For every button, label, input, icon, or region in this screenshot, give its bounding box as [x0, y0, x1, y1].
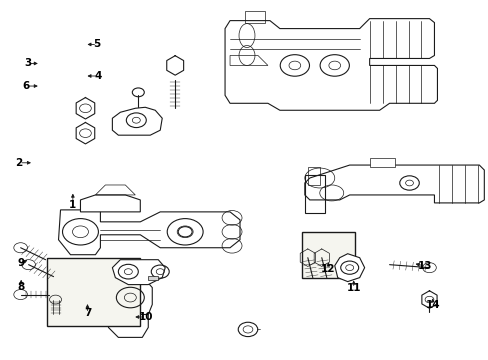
- Polygon shape: [59, 210, 240, 255]
- Text: 6: 6: [22, 81, 30, 91]
- Bar: [302, 231, 354, 278]
- Polygon shape: [304, 165, 483, 203]
- Text: 9: 9: [18, 258, 25, 268]
- Polygon shape: [148, 276, 158, 280]
- Polygon shape: [369, 158, 394, 167]
- Bar: [47, 258, 140, 326]
- Text: 12: 12: [321, 264, 335, 274]
- Text: 8: 8: [18, 282, 25, 292]
- Text: 10: 10: [139, 312, 153, 322]
- Text: 11: 11: [346, 283, 360, 293]
- Bar: [307, 167, 319, 185]
- Polygon shape: [112, 260, 165, 285]
- Polygon shape: [108, 315, 148, 337]
- Text: 13: 13: [417, 261, 431, 271]
- Polygon shape: [224, 19, 437, 110]
- Polygon shape: [81, 195, 140, 212]
- Text: 2: 2: [16, 158, 23, 168]
- Polygon shape: [229, 55, 267, 66]
- Text: 3: 3: [24, 58, 31, 68]
- Text: 4: 4: [94, 71, 102, 81]
- Text: 14: 14: [425, 300, 439, 310]
- Text: 1: 1: [69, 200, 76, 210]
- Text: 5: 5: [93, 40, 101, 49]
- Polygon shape: [108, 275, 152, 319]
- Polygon shape: [334, 254, 364, 282]
- Polygon shape: [112, 107, 162, 135]
- Text: 7: 7: [83, 309, 91, 318]
